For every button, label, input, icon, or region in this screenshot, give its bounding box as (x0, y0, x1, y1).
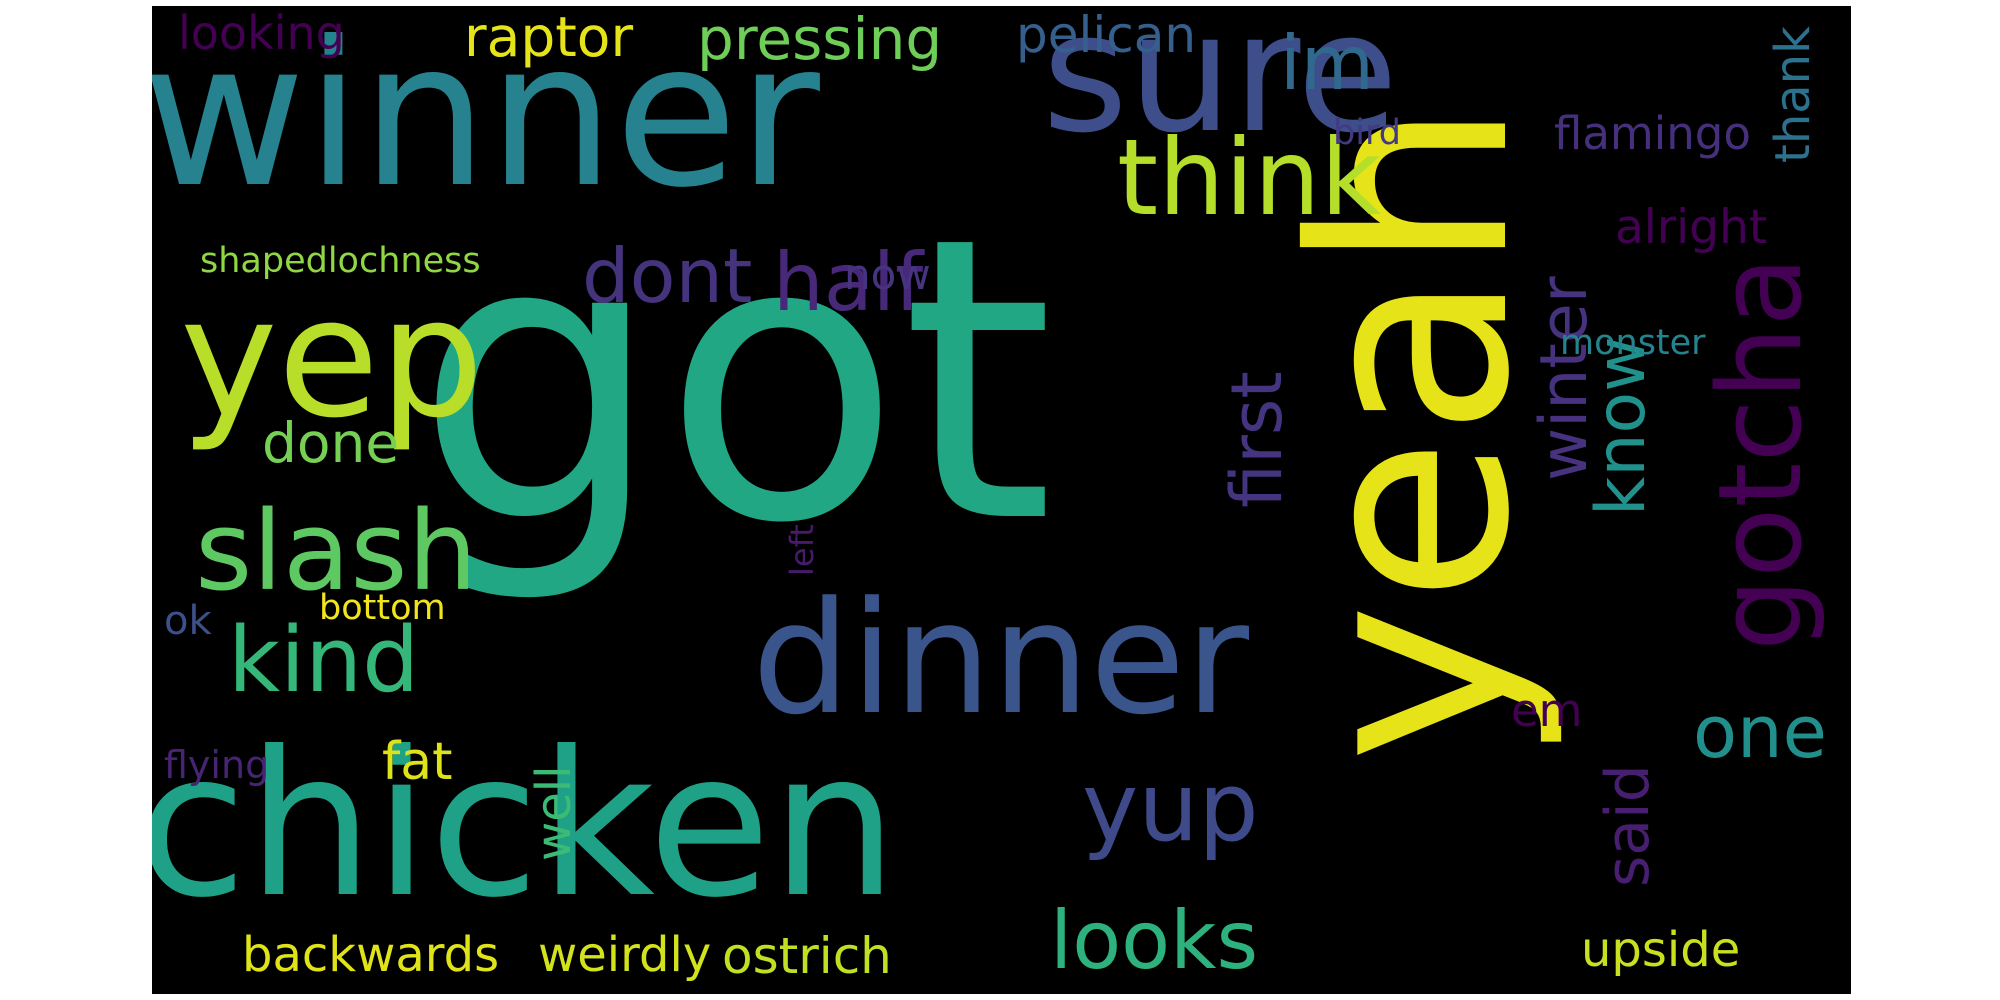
cloud-word-know: know (1582, 336, 1661, 516)
word-cloud: got winner yeah chicken dinner sure think yep sl… (152, 6, 1851, 994)
cloud-word-chicken: chicken (152, 709, 898, 942)
cloud-word-backwards: backwards (242, 927, 500, 983)
cloud-word-yep: yep (180, 262, 484, 454)
cloud-word-thank: thank (1765, 26, 1821, 163)
cloud-word-done: done (262, 411, 400, 475)
cloud-word-em: em (1511, 684, 1583, 737)
cloud-word-gotcha: gotcha (1694, 255, 1828, 651)
cloud-word-bird: bird (1333, 113, 1401, 153)
cloud-word-fat: fat (382, 732, 453, 792)
cloud-word-left: left (783, 524, 821, 576)
cloud-word-upside: upside (1581, 922, 1741, 978)
cloud-word-kind: kind (228, 608, 420, 713)
cloud-word-winner: winner (152, 6, 820, 232)
cloud-word-yup: yup (1082, 753, 1259, 863)
cloud-word-think: think (1117, 117, 1382, 239)
cloud-word-bottom: bottom (319, 588, 446, 628)
cloud-word-got: got (415, 154, 1055, 608)
cloud-word-monster: monster (1560, 323, 1706, 363)
cloud-word-alright: alright (1615, 200, 1768, 255)
cloud-word-sure: sure (1042, 6, 1399, 169)
cloud-word-now: now (844, 250, 931, 299)
cloud-word-flying: flying (164, 743, 270, 787)
cloud-word-slash: slash (195, 487, 478, 615)
cloud-word-said: said (1593, 764, 1663, 887)
cloud-word-one: one (1693, 690, 1827, 774)
cloud-word-dont: dont (582, 232, 753, 320)
cloud-word-well: well (526, 765, 582, 861)
cloud-word-flamingo: flamingo (1554, 107, 1751, 160)
cloud-word-weirdly: weirdly (538, 927, 712, 983)
cloud-word-looking: looking (178, 6, 345, 60)
cloud-word-pelican: pelican (1016, 6, 1197, 64)
cloud-word-shapedlochness: shapedlochness (200, 241, 481, 281)
cloud-word-half: half (773, 236, 924, 329)
cloud-word-ostrich: ostrich (722, 927, 892, 985)
cloud-word-dinner: dinner (752, 568, 1250, 749)
cloud-word-im: im (1280, 19, 1374, 107)
cloud-word-pressing: pressing (697, 6, 943, 73)
cloud-word-ok: ok (164, 598, 212, 644)
cloud-word-raptor: raptor (464, 6, 634, 69)
cloud-word-first: first (1216, 371, 1298, 508)
cloud-word-looks: looks (1050, 894, 1259, 987)
